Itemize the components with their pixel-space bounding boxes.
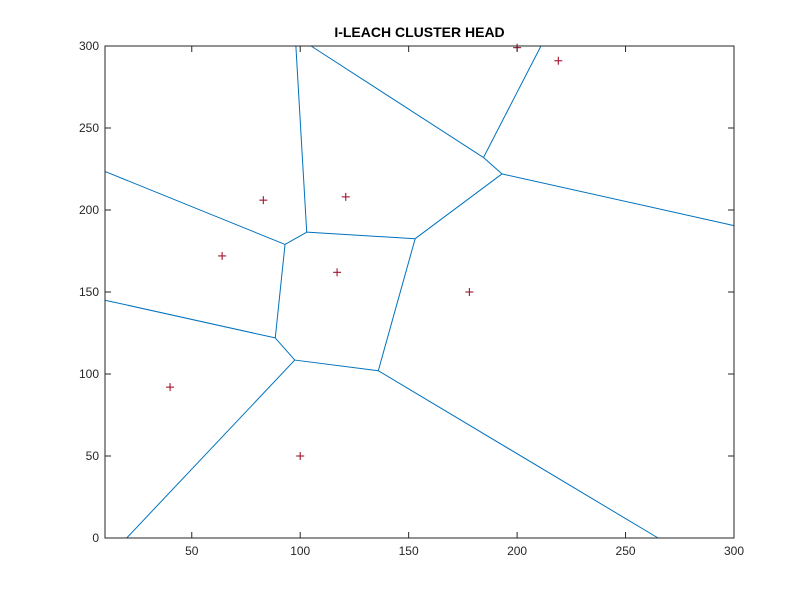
x-tick-label: 300 xyxy=(724,544,744,558)
y-tick-label: 100 xyxy=(79,367,99,381)
y-axis-ticks: 0 50 100 150 200 250 300 xyxy=(79,39,734,545)
voronoi-edge xyxy=(501,173,735,227)
cluster-head-marker xyxy=(259,196,268,205)
y-tick-label: 300 xyxy=(79,39,99,53)
cluster-head-marker xyxy=(341,192,350,201)
cluster-head-marker xyxy=(166,383,175,392)
cluster-head-marker xyxy=(465,288,474,296)
cluster-head-marker xyxy=(218,251,227,260)
x-tick-label: 100 xyxy=(290,544,310,558)
y-tick-label: 0 xyxy=(92,531,99,545)
voronoi-edge xyxy=(104,170,286,245)
y-tick-label: 200 xyxy=(79,203,99,217)
plot-area xyxy=(105,46,734,538)
voronoi-edge xyxy=(126,359,296,539)
voronoi-edge xyxy=(274,337,296,361)
voronoi-edge xyxy=(377,238,416,371)
voronoi-edge xyxy=(274,244,286,338)
x-axis-ticks: 50 100 150 200 250 300 xyxy=(185,46,744,558)
voronoi-edge xyxy=(306,231,416,240)
voronoi-edge xyxy=(295,45,308,233)
y-tick-label: 250 xyxy=(79,121,99,135)
cluster-head-marker xyxy=(296,452,305,460)
cluster-head-marker xyxy=(333,268,342,277)
y-tick-label: 50 xyxy=(86,449,100,463)
voronoi-edge xyxy=(483,157,503,175)
voronoi-edge xyxy=(414,173,503,240)
y-tick-label: 150 xyxy=(79,285,99,299)
voronoi-edge xyxy=(378,370,659,539)
cluster-head-marker xyxy=(554,56,563,65)
voronoi-edge xyxy=(294,359,379,372)
x-tick-label: 250 xyxy=(616,544,636,558)
x-tick-label: 200 xyxy=(507,544,527,558)
voronoi-edge xyxy=(284,231,307,245)
x-tick-label: 150 xyxy=(399,544,419,558)
x-tick-label: 50 xyxy=(185,544,199,558)
voronoi-edges xyxy=(104,45,735,539)
voronoi-edge xyxy=(104,299,276,339)
voronoi-edge xyxy=(483,45,542,158)
voronoi-edge xyxy=(310,45,484,158)
chart-title: I-LEACH CLUSTER HEAD xyxy=(334,24,504,40)
